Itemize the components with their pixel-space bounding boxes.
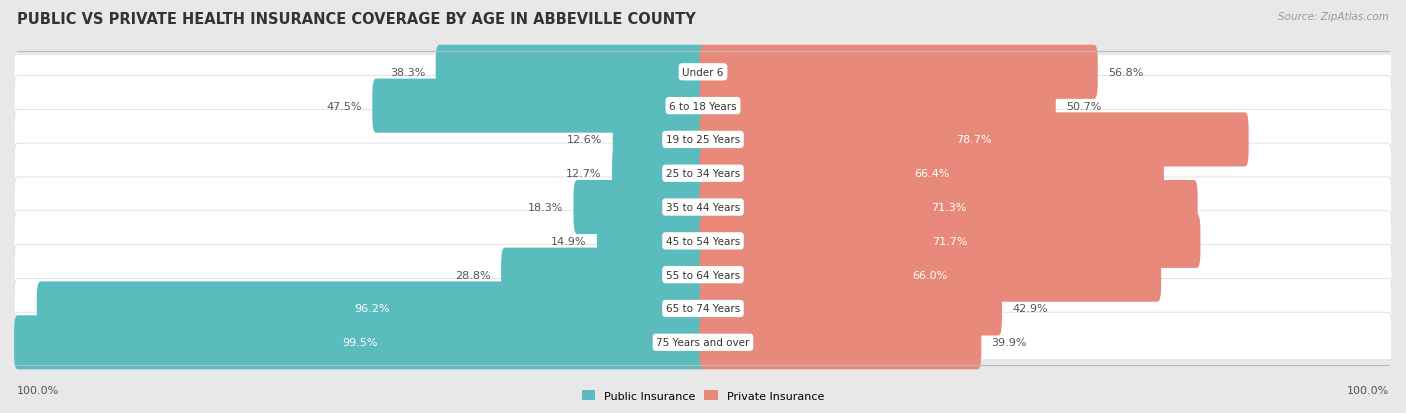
Text: 14.9%: 14.9%	[551, 236, 586, 246]
Text: 38.3%: 38.3%	[389, 68, 426, 78]
Text: 47.5%: 47.5%	[326, 101, 361, 112]
FancyBboxPatch shape	[700, 79, 1056, 133]
Text: 96.2%: 96.2%	[354, 304, 389, 314]
Text: 55 to 64 Years: 55 to 64 Years	[666, 270, 740, 280]
Text: 71.7%: 71.7%	[932, 236, 967, 246]
FancyBboxPatch shape	[612, 147, 706, 201]
FancyBboxPatch shape	[14, 43, 1392, 103]
Text: 66.4%: 66.4%	[914, 169, 949, 179]
FancyBboxPatch shape	[574, 180, 706, 235]
FancyBboxPatch shape	[14, 178, 1392, 237]
FancyBboxPatch shape	[14, 316, 706, 369]
Legend: Public Insurance, Private Insurance: Public Insurance, Private Insurance	[578, 386, 828, 406]
FancyBboxPatch shape	[14, 76, 1392, 136]
FancyBboxPatch shape	[613, 113, 706, 167]
FancyBboxPatch shape	[14, 312, 1392, 373]
Text: 42.9%: 42.9%	[1012, 304, 1047, 314]
Text: 75 Years and over: 75 Years and over	[657, 337, 749, 347]
Text: 45 to 54 Years: 45 to 54 Years	[666, 236, 740, 246]
Text: 12.6%: 12.6%	[567, 135, 602, 145]
FancyBboxPatch shape	[14, 279, 1392, 339]
FancyBboxPatch shape	[700, 214, 1201, 268]
Text: 19 to 25 Years: 19 to 25 Years	[666, 135, 740, 145]
Text: 18.3%: 18.3%	[527, 202, 564, 213]
FancyBboxPatch shape	[700, 113, 1249, 167]
Text: PUBLIC VS PRIVATE HEALTH INSURANCE COVERAGE BY AGE IN ABBEVILLE COUNTY: PUBLIC VS PRIVATE HEALTH INSURANCE COVER…	[17, 12, 696, 27]
Text: 12.7%: 12.7%	[567, 169, 602, 179]
Text: Source: ZipAtlas.com: Source: ZipAtlas.com	[1278, 12, 1389, 22]
Text: 65 to 74 Years: 65 to 74 Years	[666, 304, 740, 314]
FancyBboxPatch shape	[700, 316, 981, 369]
FancyBboxPatch shape	[14, 110, 1392, 170]
Text: 50.7%: 50.7%	[1066, 101, 1101, 112]
FancyBboxPatch shape	[14, 211, 1392, 271]
Text: Under 6: Under 6	[682, 68, 724, 78]
FancyBboxPatch shape	[700, 180, 1198, 235]
Text: 66.0%: 66.0%	[912, 270, 948, 280]
Text: 28.8%: 28.8%	[456, 270, 491, 280]
FancyBboxPatch shape	[14, 245, 1392, 305]
FancyBboxPatch shape	[501, 248, 706, 302]
FancyBboxPatch shape	[700, 282, 1002, 336]
Text: 56.8%: 56.8%	[1108, 68, 1143, 78]
Text: 78.7%: 78.7%	[956, 135, 991, 145]
Text: 6 to 18 Years: 6 to 18 Years	[669, 101, 737, 112]
Text: 25 to 34 Years: 25 to 34 Years	[666, 169, 740, 179]
FancyBboxPatch shape	[700, 147, 1164, 201]
Text: 39.9%: 39.9%	[991, 337, 1028, 347]
FancyBboxPatch shape	[373, 79, 706, 133]
FancyBboxPatch shape	[14, 144, 1392, 204]
FancyBboxPatch shape	[37, 282, 706, 336]
Text: 35 to 44 Years: 35 to 44 Years	[666, 202, 740, 213]
FancyBboxPatch shape	[598, 214, 706, 268]
FancyBboxPatch shape	[700, 46, 1098, 100]
Text: 71.3%: 71.3%	[931, 202, 966, 213]
Text: 100.0%: 100.0%	[17, 385, 59, 395]
FancyBboxPatch shape	[700, 248, 1161, 302]
Text: 100.0%: 100.0%	[1347, 385, 1389, 395]
FancyBboxPatch shape	[436, 46, 706, 100]
Text: 99.5%: 99.5%	[343, 337, 378, 347]
